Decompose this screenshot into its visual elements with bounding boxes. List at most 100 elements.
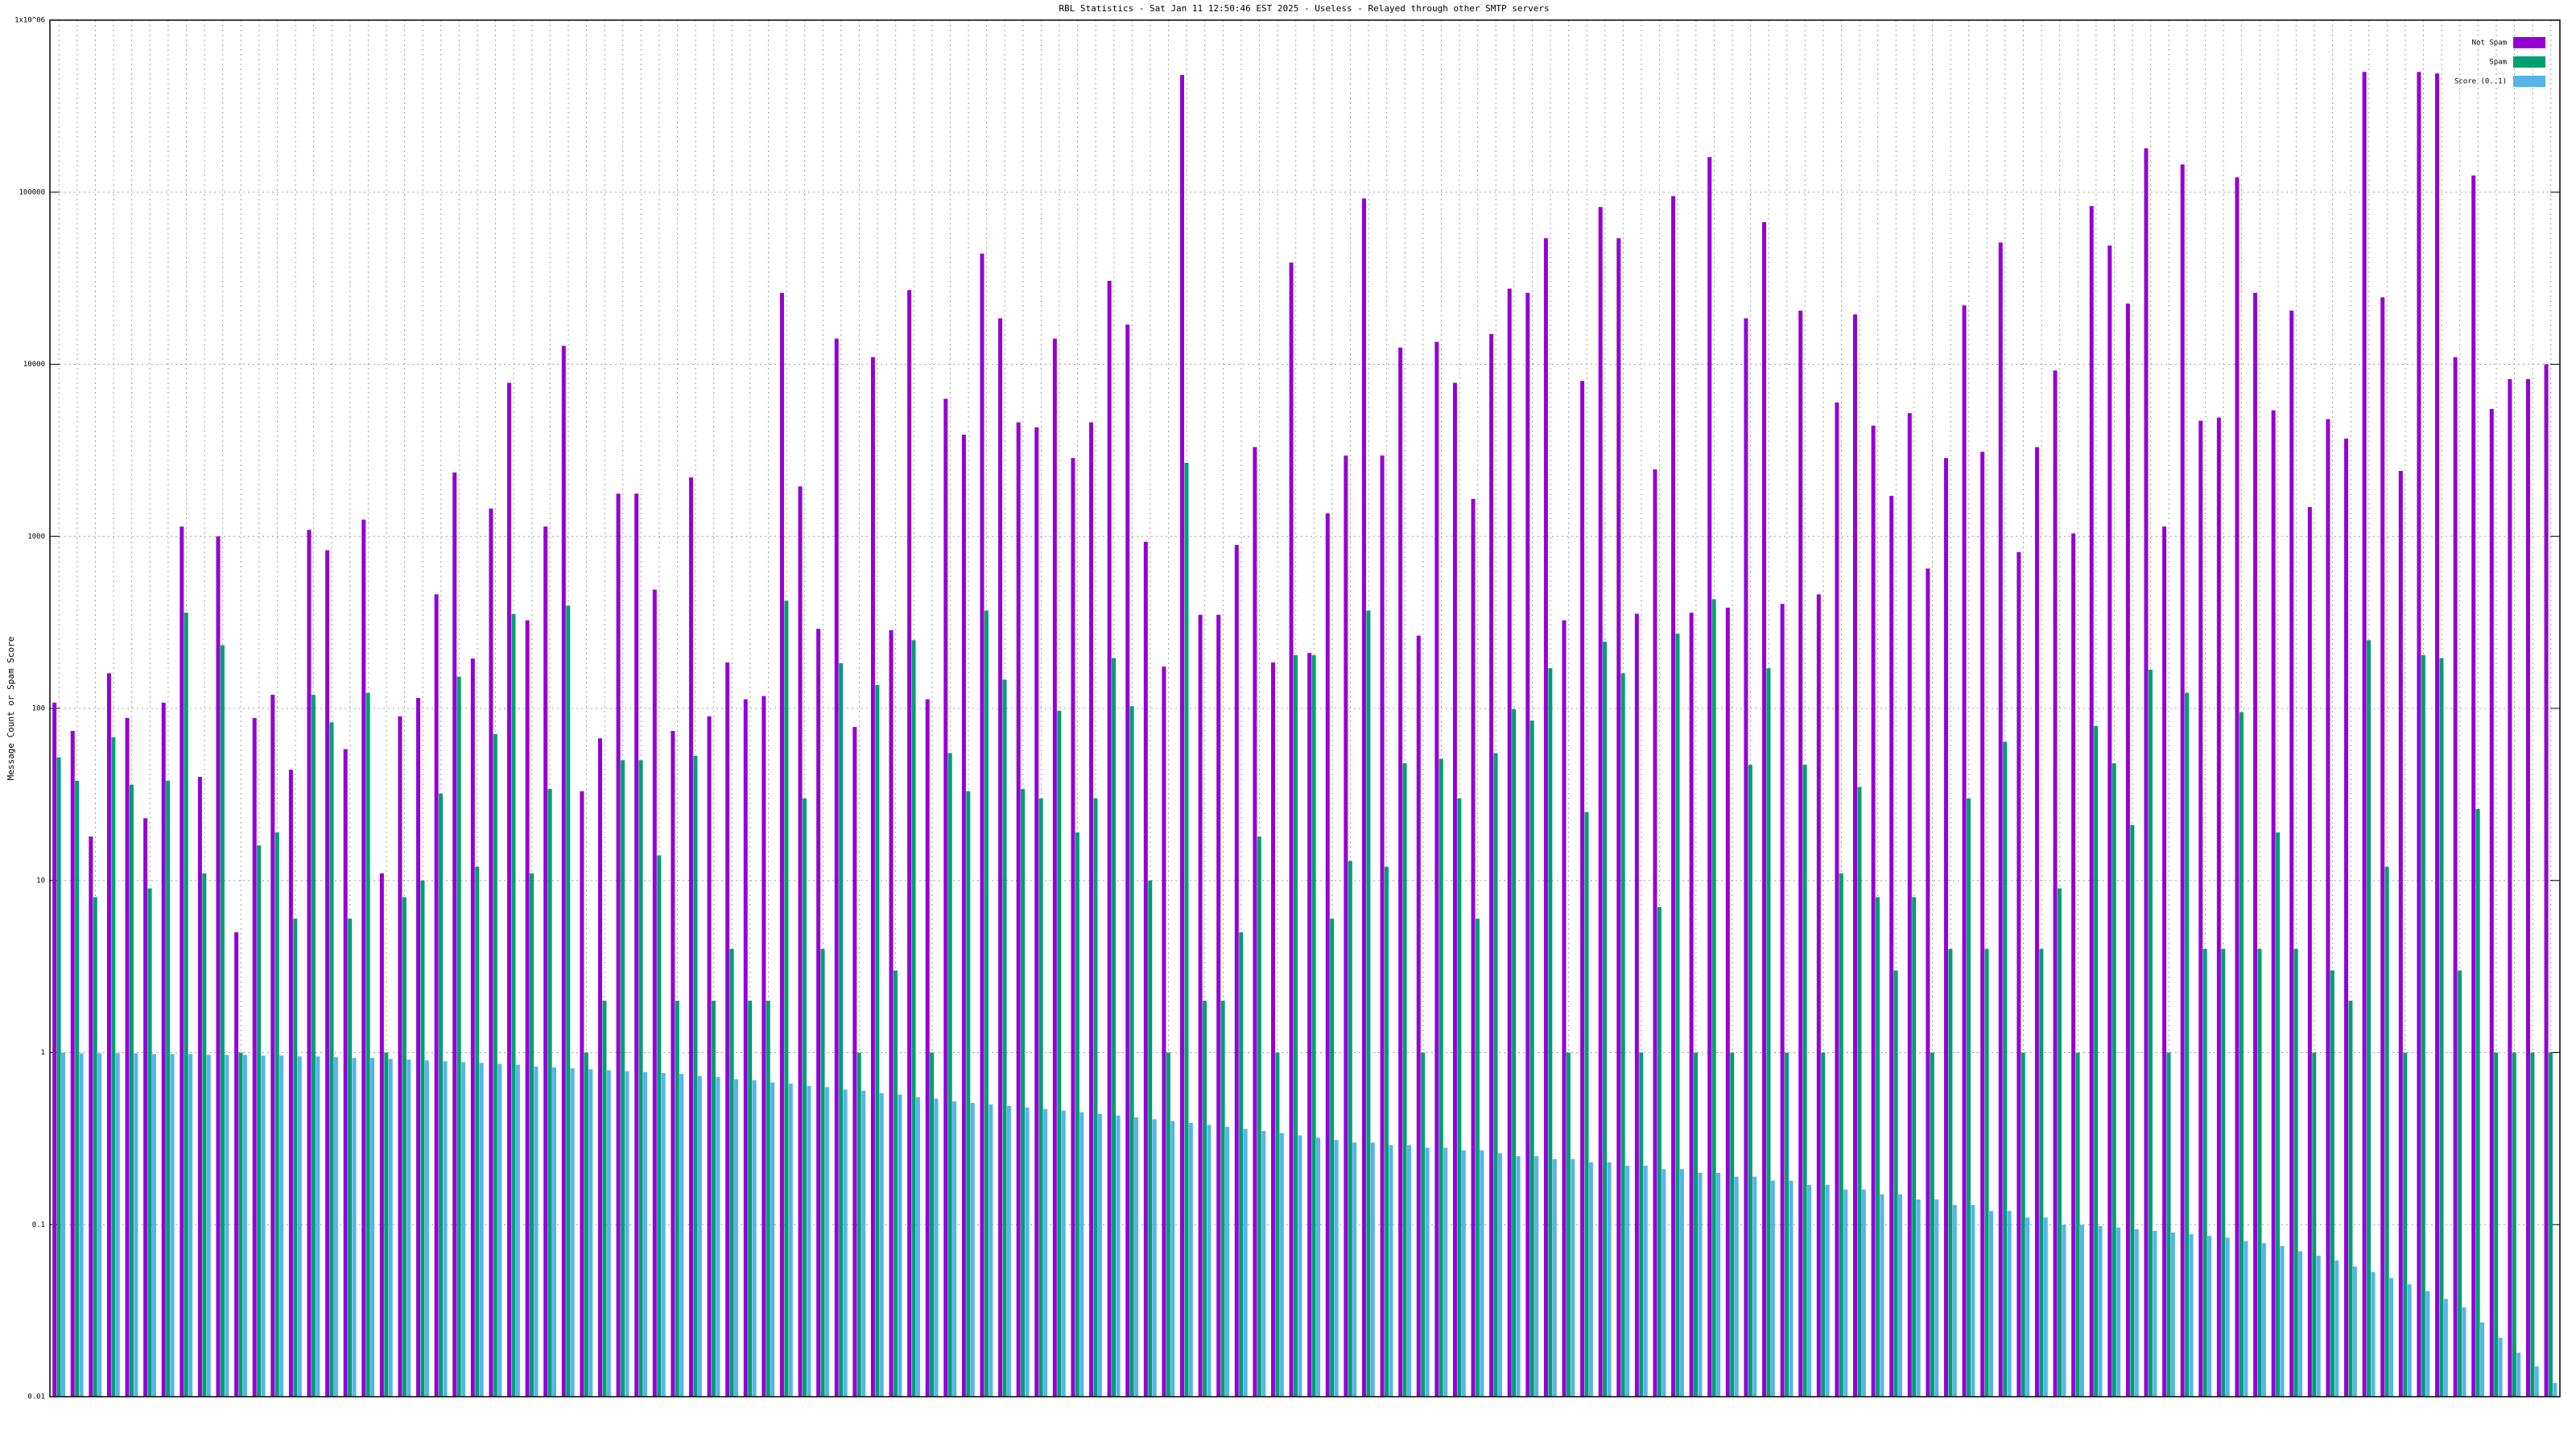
bar <box>1166 1052 1170 1397</box>
bar <box>1698 1172 1703 1397</box>
bar <box>1148 880 1153 1397</box>
bar <box>1679 1169 1684 1397</box>
bar <box>1452 382 1457 1397</box>
bar <box>1416 635 1421 1397</box>
bar <box>1352 1142 1357 1397</box>
bar <box>515 1064 520 1397</box>
bar <box>1962 305 1967 1397</box>
bar <box>1380 455 1385 1397</box>
bar <box>543 526 548 1397</box>
bar <box>348 919 353 1397</box>
bar <box>1716 1172 1721 1397</box>
bar <box>966 791 971 1397</box>
bar <box>1707 157 1712 1397</box>
bar <box>1825 1184 1830 1397</box>
bar <box>2334 1260 2339 1397</box>
bar <box>1143 541 1148 1397</box>
bar <box>1566 1052 1571 1397</box>
bar <box>1097 1113 1102 1397</box>
bar <box>915 1096 920 1397</box>
bar <box>675 1001 679 1397</box>
bar <box>1325 513 1330 1397</box>
bar <box>1080 1112 1084 1397</box>
bar <box>1406 1145 1411 1397</box>
bar <box>456 676 461 1397</box>
bar <box>1943 458 1948 1397</box>
bar <box>1075 832 1080 1397</box>
bar <box>2003 741 2008 1397</box>
bar <box>1785 1052 1790 1397</box>
bar <box>398 716 402 1397</box>
bar <box>2094 725 2099 1397</box>
bar <box>1798 310 1803 1397</box>
bar <box>479 1063 484 1397</box>
bar <box>2352 1266 2357 1397</box>
bar <box>257 845 262 1397</box>
bar <box>816 629 821 1397</box>
bar <box>2384 866 2389 1397</box>
bar <box>1125 324 1130 1397</box>
bar <box>1839 873 1843 1397</box>
bar <box>2312 1052 2317 1397</box>
bar <box>2367 640 2372 1397</box>
bar <box>2075 1052 2080 1397</box>
bar <box>1580 381 1585 1397</box>
bar <box>1711 599 1716 1397</box>
bar <box>1057 710 1062 1397</box>
bar <box>170 1054 175 1397</box>
bar <box>879 1093 884 1397</box>
bar <box>439 793 444 1397</box>
bar <box>707 716 712 1397</box>
plot-border <box>49 19 2561 1397</box>
bar <box>2239 712 2244 1397</box>
bar <box>602 1001 607 1397</box>
bar <box>898 1094 902 1397</box>
bar <box>1203 1001 1208 1397</box>
bar <box>1311 654 1316 1397</box>
bar <box>1180 75 1184 1397</box>
bar <box>606 1070 611 1397</box>
bar <box>798 486 803 1397</box>
bar <box>2407 1284 2412 1397</box>
bar <box>748 1001 753 1397</box>
bar <box>1766 668 1771 1397</box>
bar <box>1725 607 1730 1397</box>
bar <box>970 1103 975 1397</box>
bar <box>570 1068 575 1397</box>
bar <box>2276 832 2281 1397</box>
bar <box>1898 1194 1903 1397</box>
bar <box>1293 654 1298 1397</box>
bar <box>1279 1133 1284 1397</box>
bar <box>925 699 930 1397</box>
bar <box>252 717 257 1397</box>
bar <box>547 789 552 1397</box>
bar <box>216 536 221 1397</box>
bar <box>1162 667 1166 1397</box>
bar <box>333 1057 338 1397</box>
bar <box>279 1055 284 1397</box>
bar <box>2043 1217 2048 1397</box>
bar <box>370 1058 375 1397</box>
bar <box>661 1072 666 1397</box>
bar <box>1876 897 1880 1397</box>
bar <box>893 970 898 1397</box>
bar <box>1988 1211 1993 1397</box>
bar <box>1129 706 1134 1397</box>
bar <box>1021 789 1026 1397</box>
bar <box>379 873 384 1397</box>
bar <box>1038 798 1043 1397</box>
bar <box>1789 1180 1794 1397</box>
bar <box>1816 594 1821 1397</box>
bar <box>2389 1278 2394 1397</box>
bar <box>461 1062 466 1397</box>
bar <box>316 1056 320 1397</box>
bar <box>1607 1162 1612 1397</box>
bar <box>2130 824 2135 1397</box>
bar <box>2053 370 2058 1397</box>
bar <box>1562 620 1567 1397</box>
bar <box>875 684 880 1397</box>
bar <box>2162 526 2167 1397</box>
bar <box>852 727 857 1397</box>
bar <box>2471 175 2476 1397</box>
